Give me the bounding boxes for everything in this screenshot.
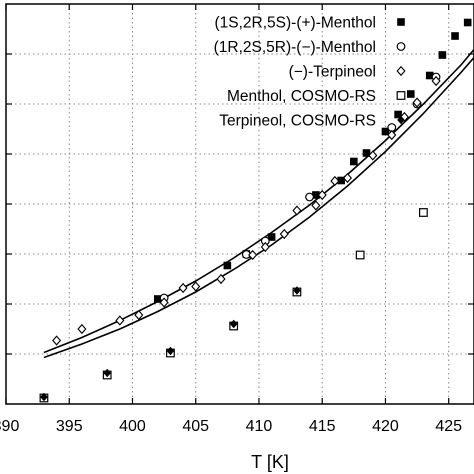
data-point-series-1 (463, 18, 472, 27)
data-point-series-1 (362, 149, 371, 157)
legend-marker (396, 91, 406, 100)
legend-marker (397, 18, 405, 26)
data-point-series-3 (216, 273, 226, 285)
x-tick-label: 425 (435, 418, 462, 435)
x-tick-label: 400 (119, 418, 146, 435)
data-point-series-5 (229, 319, 238, 329)
data-point-series-3 (134, 309, 144, 321)
data-point-series-1 (350, 157, 358, 166)
grid (6, 4, 474, 404)
data-point-series-1 (267, 233, 276, 241)
data-point-series-1 (394, 110, 402, 119)
data-point-series-1 (406, 90, 415, 98)
data-point-series-3 (159, 297, 169, 308)
legend-marker (396, 65, 406, 77)
data-point-series-3 (317, 189, 327, 201)
legend-label: (1S,2R,5S)-(+)-Menthol (214, 15, 376, 32)
data-point-series-5 (293, 286, 301, 295)
data-point-series-3 (52, 335, 62, 346)
x-axis-label: T [K] (251, 452, 289, 472)
data-point-series-3 (115, 315, 125, 326)
data-point-series-3 (279, 228, 289, 240)
data-point-series-3 (191, 281, 201, 292)
data-markers (39, 18, 472, 403)
y-ticks (6, 53, 474, 355)
data-point-series-1 (381, 127, 390, 136)
legend: (1S,2R,5S)-(+)-Menthol (1R,2S,5R)-(−)-Men… (214, 15, 406, 130)
x-tick-label: 395 (56, 418, 83, 435)
legend-label: (−)-Terpineol (289, 64, 376, 81)
x-tick-label: 410 (246, 418, 273, 435)
data-point-series-3 (342, 172, 353, 184)
data-point-series-3 (77, 323, 87, 335)
data-point-series-5 (103, 368, 111, 378)
data-point-series-1 (153, 295, 162, 303)
data-point-series-1 (223, 261, 232, 270)
data-point-series-1 (337, 176, 345, 185)
legend-label: Terpineol, COSMO-RS (219, 113, 376, 130)
data-point-series-3 (368, 150, 378, 161)
x-ticks: 390 395 400 405 410 415 420 425 (0, 4, 462, 435)
data-point-series-4 (419, 208, 428, 217)
data-point-series-3 (311, 200, 321, 211)
x-tick-label: 390 (0, 418, 19, 435)
data-point-series-5 (166, 346, 175, 356)
data-point-series-3 (292, 205, 302, 216)
data-point-series-3 (431, 75, 441, 87)
data-point-series-3 (178, 282, 188, 294)
data-point-series-3 (399, 111, 409, 123)
data-point-series-1 (451, 32, 459, 40)
data-point-series-1 (438, 51, 447, 59)
data-point-series-4 (355, 250, 365, 260)
data-point-series-3 (330, 175, 340, 187)
legend-label: Menthol, COSMO-RS (227, 88, 376, 105)
data-point-series-3 (387, 129, 397, 141)
data-point-series-1 (425, 71, 434, 80)
data-point-series-1 (312, 191, 320, 199)
x-tick-label: 420 (372, 418, 399, 435)
data-point-series-2 (305, 192, 314, 202)
legend-label: (1R,2S,5R)-(−)-Menthol (214, 39, 376, 56)
data-point-series-3 (260, 241, 270, 253)
legend-marker (397, 115, 405, 125)
x-tick-label: 415 (309, 418, 336, 435)
data-point-series-3 (412, 97, 422, 108)
data-point-series-3 (248, 249, 258, 261)
data-point-series-5 (40, 392, 48, 402)
x-tick-label: 405 (182, 418, 209, 435)
legend-marker (396, 42, 406, 51)
fit-curve-2 (43, 56, 474, 359)
